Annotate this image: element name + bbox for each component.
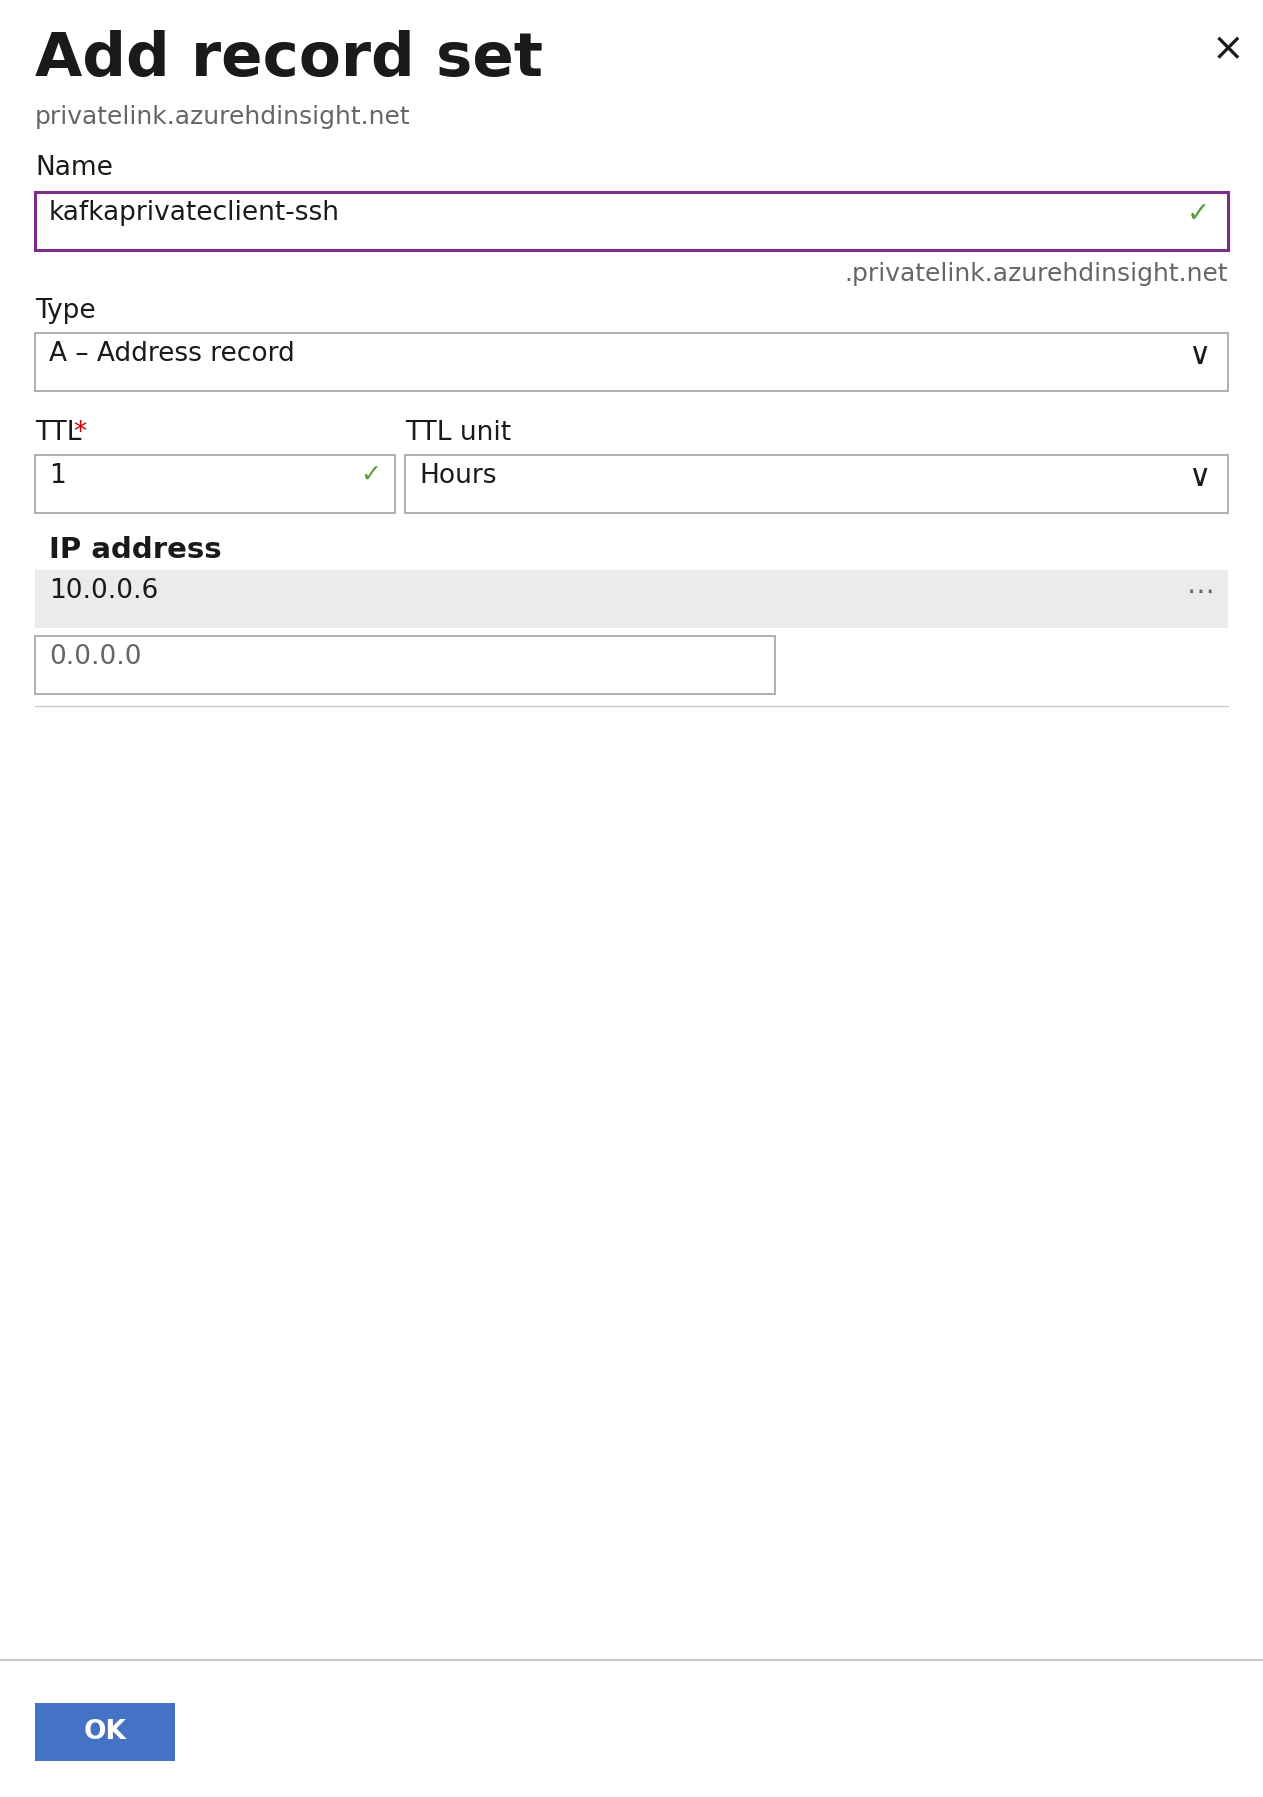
Text: 10.0.0.6: 10.0.0.6 [49, 579, 158, 604]
Text: ✓: ✓ [360, 464, 381, 487]
FancyBboxPatch shape [35, 192, 1228, 250]
Text: *: * [73, 420, 86, 446]
FancyBboxPatch shape [35, 455, 395, 512]
Text: Type: Type [35, 298, 96, 323]
Text: ⋯: ⋯ [1186, 579, 1214, 606]
Text: TTL: TTL [35, 420, 82, 446]
Text: ×: × [1211, 31, 1244, 68]
FancyBboxPatch shape [35, 570, 1228, 627]
Text: kafkaprivateclient-ssh: kafkaprivateclient-ssh [49, 199, 340, 226]
Text: ∨: ∨ [1187, 341, 1210, 370]
FancyBboxPatch shape [405, 455, 1228, 512]
Text: ✓: ✓ [1187, 199, 1210, 228]
Text: privatelink.azurehdinsight.net: privatelink.azurehdinsight.net [35, 104, 410, 129]
Text: 0.0.0.0: 0.0.0.0 [49, 643, 141, 670]
Text: Hours: Hours [419, 464, 496, 489]
Text: IP address: IP address [49, 536, 221, 564]
Text: A – Address record: A – Address record [49, 341, 294, 367]
Text: ∨: ∨ [1187, 464, 1210, 492]
Text: OK: OK [83, 1720, 126, 1745]
Text: 1: 1 [49, 464, 66, 489]
FancyBboxPatch shape [35, 636, 775, 694]
FancyBboxPatch shape [35, 332, 1228, 392]
Text: .privatelink.azurehdinsight.net: .privatelink.azurehdinsight.net [845, 262, 1228, 286]
Text: Add record set: Add record set [35, 31, 543, 90]
FancyBboxPatch shape [35, 1704, 176, 1761]
Text: TTL unit: TTL unit [405, 420, 512, 446]
Text: Name: Name [35, 155, 112, 181]
